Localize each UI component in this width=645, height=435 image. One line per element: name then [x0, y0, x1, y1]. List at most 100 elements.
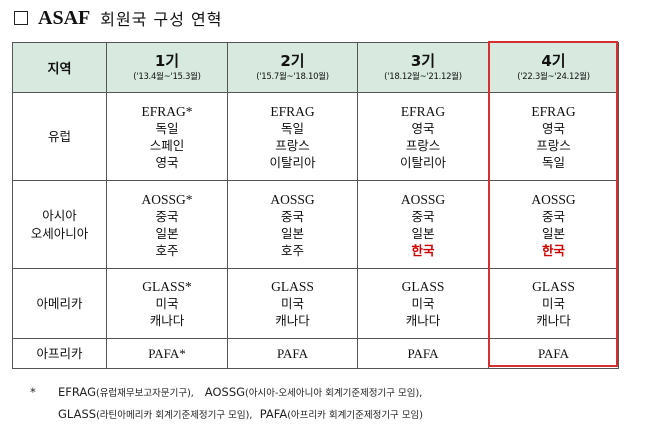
footnote-line-1: * EFRAG(유럽재무보고자문기구), AOSSG(아시아-오세아니아 회계기준…: [30, 382, 423, 404]
country-name: 중국: [280, 208, 304, 224]
term-label: 1기: [154, 51, 180, 70]
square-bullet-icon: [14, 11, 28, 25]
org-name: EFRAG: [270, 103, 315, 119]
country-name: 이탈리아: [399, 154, 446, 170]
country-name: 독일: [280, 120, 304, 136]
region-asia-oceania: 아시아 오세아니아: [12, 180, 107, 269]
country-name: 중국: [411, 208, 435, 224]
members-term-4: EFRAG 영국 프랑스 독일: [488, 92, 619, 181]
country-name: 일본: [155, 225, 179, 241]
members-term-2: AOSSG 중국 일본 호주: [227, 180, 358, 269]
org-name: EFRAG*: [141, 103, 193, 119]
title-ko: 회원국 구성 연혁: [100, 10, 223, 29]
abbr-pafa: PAFA: [259, 407, 288, 421]
org-name: AOSSG: [400, 191, 446, 207]
region-header: 지역: [12, 42, 107, 93]
country-name: 호주: [155, 242, 179, 258]
term-header-2: 2기 ('15.7월~'18.10월): [227, 42, 358, 93]
country-name: 영국: [541, 120, 565, 136]
members-term-3: EFRAG 영국 프랑스 이탈리아: [357, 92, 489, 181]
members-term-3: GLASS 미국 캐나다: [357, 268, 489, 339]
country-name: 미국: [155, 296, 179, 311]
country-name: 캐나다: [275, 313, 310, 328]
country-name: 영국: [155, 154, 179, 170]
footnote: * EFRAG(유럽재무보고자문기구), AOSSG(아시아-오세아니아 회계기준…: [30, 382, 423, 426]
members-term-1: EFRAG* 독일 스페인 영국: [106, 92, 228, 181]
term-label: 2기: [280, 51, 305, 70]
desc-aossg: (아시아-오세아니아 회계기준제정기구 모임),: [245, 388, 423, 399]
region-america: 아메리카: [12, 268, 107, 339]
country-name: 이탈리아: [269, 154, 316, 170]
term-period: ('15.7월~'18.10월): [256, 71, 329, 82]
org-name: GLASS: [271, 279, 314, 294]
region-europe: 유럽: [12, 92, 107, 181]
abbr-glass: GLASS: [58, 407, 97, 421]
abbr-aossg: AOSSG: [204, 385, 246, 399]
term-header-4: 4기 ('22.3월~'24.12월): [488, 42, 619, 93]
members-term-4: PAFA: [488, 338, 619, 369]
table-row-europe: 유럽 EFRAG* 독일 스페인 영국 EFRAG 독일 프랑스 이탈리아 EF…: [12, 92, 619, 181]
header-row: 지역 1기 ('13.4월~'15.3월) 2기 ('15.7월~'18.10월) …: [12, 42, 619, 93]
table-row-america: 아메리카 GLASS* 미국 캐나다 GLASS 미국 캐나다 GLASS 미국…: [12, 268, 619, 339]
country-name: 캐나다: [405, 313, 441, 328]
region-line: 오세아니아: [30, 225, 89, 241]
term-label: 4기: [541, 51, 566, 70]
country-name: 캐나다: [536, 313, 571, 328]
org-name: GLASS*: [142, 279, 192, 294]
term-period: ('22.3월~'24.12월): [517, 71, 590, 82]
country-name: 독일: [155, 120, 179, 136]
country-name: 중국: [155, 208, 179, 224]
members-term-4: AOSSG 중국 일본 한국: [488, 180, 619, 269]
country-name: 미국: [541, 296, 565, 311]
country-name: 미국: [280, 296, 304, 311]
country-name-highlight: 한국: [411, 242, 435, 258]
org-name: GLASS: [532, 279, 575, 294]
members-term-1: PAFA*: [106, 338, 228, 369]
title-en: ASAF: [38, 6, 91, 29]
country-name-highlight: 한국: [541, 242, 565, 258]
org-name: AOSSG: [270, 191, 315, 207]
membership-table: 지역 1기 ('13.4월~'15.3월) 2기 ('15.7월~'18.10월) …: [12, 42, 619, 369]
desc-efrag: (유럽재무보고자문기구),: [95, 388, 194, 399]
country-name: 미국: [411, 296, 435, 311]
members-term-1: GLASS* 미국 캐나다: [106, 268, 228, 339]
country-name: 캐나다: [149, 313, 185, 328]
term-label: 3기: [410, 51, 436, 70]
org-name: EFRAG: [400, 103, 446, 119]
term-period: ('13.4월~'15.3월): [133, 71, 201, 82]
org-name: AOSSG*: [141, 191, 193, 207]
country-name: 일본: [541, 225, 565, 241]
country-name: 프랑스: [275, 137, 310, 153]
country-name: 일본: [280, 225, 304, 241]
country-name: 프랑스: [536, 137, 571, 153]
desc-pafa: (아프리카 회계기준제정기구 모임): [287, 410, 423, 421]
members-term-2: EFRAG 독일 프랑스 이탈리아: [227, 92, 358, 181]
org-name: GLASS: [401, 279, 445, 294]
title-row: ASAF 회원국 구성 연혁: [14, 6, 222, 30]
region-africa: 아프리카: [12, 338, 107, 369]
org-name: AOSSG: [531, 191, 576, 207]
footnote-line-2: GLASS(라틴아메리카 회계기준제정기구 모임), PAFA(아프리카 회계기…: [30, 404, 423, 426]
members-term-1: AOSSG* 중국 일본 호주: [106, 180, 228, 269]
term-header-1: 1기 ('13.4월~'15.3월): [106, 42, 228, 93]
abbr-efrag: EFRAG: [58, 385, 96, 399]
table-row-africa: 아프리카 PAFA* PAFA PAFA PAFA: [12, 338, 619, 369]
country-name: 프랑스: [405, 137, 441, 153]
region-line: 아시아: [42, 207, 77, 223]
country-name: 독일: [541, 154, 565, 170]
members-term-2: GLASS 미국 캐나다: [227, 268, 358, 339]
org-name: EFRAG: [531, 103, 576, 119]
table-row-asia-oceania: 아시아 오세아니아 AOSSG* 중국 일본 호주 AOSSG 중국 일본 호주…: [12, 180, 619, 269]
country-name: 스페인: [149, 137, 185, 153]
desc-glass: (라틴아메리카 회계기준제정기구 모임),: [96, 410, 253, 421]
term-period: ('18.12월~'21.12월): [384, 71, 462, 82]
members-term-3: PAFA: [357, 338, 489, 369]
country-name: 영국: [411, 120, 435, 136]
footnote-marker: *: [30, 385, 36, 399]
members-term-4: GLASS 미국 캐나다: [488, 268, 619, 339]
country-name: 중국: [541, 208, 565, 224]
members-term-2: PAFA: [227, 338, 358, 369]
term-header-3: 3기 ('18.12월~'21.12월): [357, 42, 489, 93]
country-name: 일본: [411, 225, 435, 241]
members-term-3: AOSSG 중국 일본 한국: [357, 180, 489, 269]
